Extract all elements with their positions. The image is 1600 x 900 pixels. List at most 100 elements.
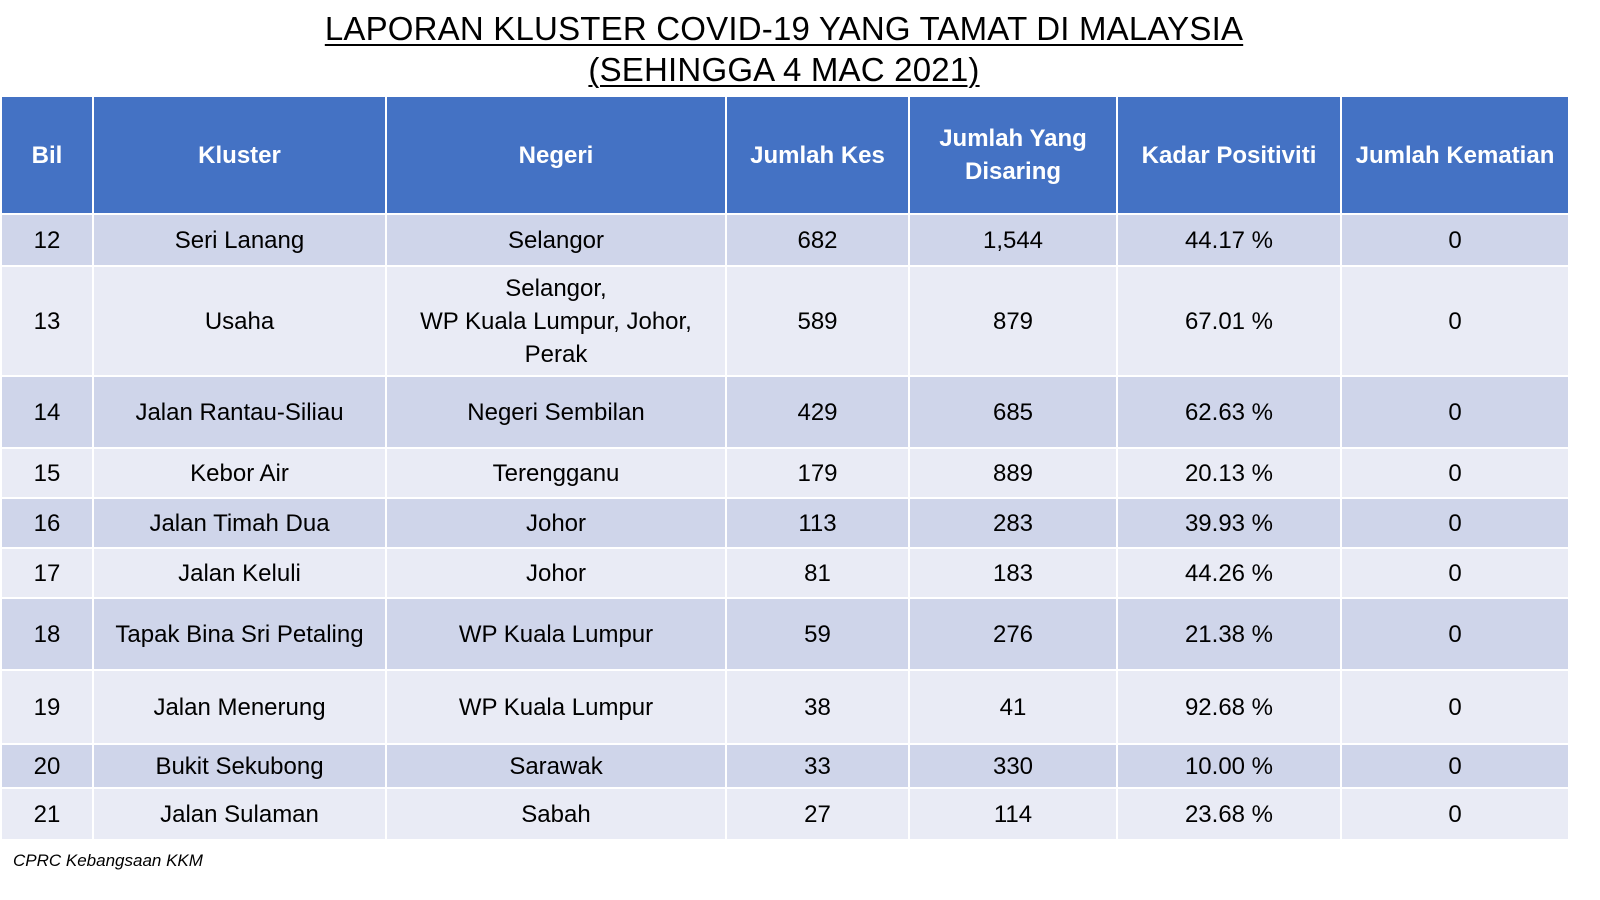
negeri-line: WP Kuala Lumpur [458, 620, 654, 648]
cell-kadar-positiviti: 23.68 % [1116, 787, 1342, 841]
header-jumlah-disaring-line2: Disaring [964, 158, 1062, 185]
cell-kluster: Jalan Sulaman [92, 787, 387, 841]
cell-jumlah-kematian: 0 [1340, 743, 1570, 789]
table-body: 12 Seri Lanang Selangor 682 1,544 44.17 % 0 13 U… [0, 213, 1570, 841]
negeri-line: Sabah [521, 800, 591, 828]
header-jumlah-disaring: Jumlah Yang Disaring [908, 95, 1118, 215]
header-kluster: Kluster [92, 95, 387, 215]
cell-jumlah-kes: 682 [725, 213, 910, 267]
header-jumlah-kematian: Jumlah Kematian [1340, 95, 1570, 215]
negeri-line: WP Kuala Lumpur, Johor, [420, 307, 692, 335]
cell-kadar-positiviti: 62.63 % [1116, 375, 1342, 449]
negeri-line: Sarawak [509, 752, 603, 780]
cell-negeri: Sarawak [385, 743, 727, 789]
cell-kluster: Kebor Air [92, 447, 387, 499]
cell-jumlah-disaring: 889 [908, 447, 1118, 499]
negeri-line: Johor [525, 559, 587, 587]
cell-jumlah-kes: 429 [725, 375, 910, 449]
cell-jumlah-kes: 27 [725, 787, 910, 841]
cell-kluster: Jalan Menerung [92, 669, 387, 745]
cell-negeri: WP Kuala Lumpur [385, 597, 727, 671]
cell-kluster: Tapak Bina Sri Petaling [92, 597, 387, 671]
negeri-line: Selangor, [505, 274, 607, 302]
header-kadar-positiviti: Kadar Positiviti [1116, 95, 1342, 215]
cell-jumlah-kematian: 0 [1340, 547, 1570, 599]
table-row: 18 Tapak Bina Sri Petaling WP Kuala Lumpur… [0, 597, 1570, 671]
cell-kluster: Usaha [92, 265, 387, 377]
cell-kadar-positiviti: 44.17 % [1116, 213, 1342, 267]
cell-jumlah-kematian: 0 [1340, 447, 1570, 499]
table-row: 16 Jalan Timah Dua Johor 113 283 39.93 % 0 [0, 497, 1570, 549]
cell-bil: 16 [0, 497, 94, 549]
cell-jumlah-kematian: 0 [1340, 787, 1570, 841]
cell-jumlah-kematian: 0 [1340, 213, 1570, 267]
cell-jumlah-kematian: 0 [1340, 597, 1570, 671]
cell-kluster: Jalan Timah Dua [92, 497, 387, 549]
cell-jumlah-kes: 589 [725, 265, 910, 377]
cell-negeri: Selangor [385, 213, 727, 267]
negeri-line: Negeri Sembilan [467, 398, 645, 426]
cell-bil: 21 [0, 787, 94, 841]
source-footer: CPRC Kebangsaan KKM [13, 851, 203, 870]
cell-kadar-positiviti: 39.93 % [1116, 497, 1342, 549]
cell-negeri: Terengganu [385, 447, 727, 499]
cell-jumlah-disaring: 330 [908, 743, 1118, 789]
cell-jumlah-kes: 33 [725, 743, 910, 789]
cell-negeri: Sabah [385, 787, 727, 841]
cell-negeri: WP Kuala Lumpur [385, 669, 727, 745]
cell-bil: 17 [0, 547, 94, 599]
cell-jumlah-disaring: 685 [908, 375, 1118, 449]
header-jumlah-kes: Jumlah Kes [725, 95, 910, 215]
table-row: 13 Usaha Selangor, WP Kuala Lumpur, Johor, P… [0, 265, 1570, 377]
cell-jumlah-kes: 113 [725, 497, 910, 549]
cell-negeri: Johor [385, 497, 727, 549]
cell-jumlah-disaring: 283 [908, 497, 1118, 549]
cell-jumlah-kematian: 0 [1340, 669, 1570, 745]
cell-negeri: Negeri Sembilan [385, 375, 727, 449]
table-row: 19 Jalan Menerung WP Kuala Lumpur 38 41 92.68… [0, 669, 1570, 745]
negeri-line: Perak [524, 340, 588, 368]
cell-bil: 15 [0, 447, 94, 499]
cell-kadar-positiviti: 67.01 % [1116, 265, 1342, 377]
header-negeri: Negeri [385, 95, 727, 215]
cell-bil: 18 [0, 597, 94, 671]
title-text-1: LAPORAN KLUSTER COVID-19 YANG TAMAT DI M… [324, 10, 1244, 47]
cell-jumlah-kes: 179 [725, 447, 910, 499]
cell-jumlah-disaring: 41 [908, 669, 1118, 745]
cell-kadar-positiviti: 21.38 % [1116, 597, 1342, 671]
cell-jumlah-disaring: 114 [908, 787, 1118, 841]
negeri-line: Terengganu [492, 459, 620, 487]
header-row: Bil Kluster Negeri Jumlah Kes Jumlah Yan… [0, 95, 1570, 215]
cell-kluster: Seri Lanang [92, 213, 387, 267]
title-text-2: (SEHINGGA 4 MAC 2021) [588, 51, 980, 88]
negeri-line: Johor [525, 509, 587, 537]
table-row: 20 Bukit Sekubong Sarawak 33 330 10.00 % 0 [0, 743, 1570, 789]
cell-jumlah-kematian: 0 [1340, 497, 1570, 549]
cell-negeri: Selangor, WP Kuala Lumpur, Johor, Perak [385, 265, 727, 377]
negeri-line: WP Kuala Lumpur [458, 693, 654, 721]
header-jumlah-disaring-line1: Jumlah Yang [939, 125, 1087, 152]
cell-kadar-positiviti: 10.00 % [1116, 743, 1342, 789]
cell-bil: 14 [0, 375, 94, 449]
table-row: 21 Jalan Sulaman Sabah 27 114 23.68 % 0 [0, 787, 1570, 841]
table-header: Bil Kluster Negeri Jumlah Kes Jumlah Yan… [0, 95, 1570, 215]
cell-jumlah-disaring: 183 [908, 547, 1118, 599]
cell-negeri: Johor [385, 547, 727, 599]
cell-bil: 13 [0, 265, 94, 377]
header-bil: Bil [0, 95, 94, 215]
cell-kluster: Jalan Keluli [92, 547, 387, 599]
page-title: LAPORAN KLUSTER COVID-19 YANG TAMAT DI M… [0, 8, 1568, 90]
cell-jumlah-kematian: 0 [1340, 375, 1570, 449]
title-line-2: (SEHINGGA 4 MAC 2021) [0, 49, 1568, 90]
table-row: 14 Jalan Rantau-Siliau Negeri Sembilan 429 6… [0, 375, 1570, 449]
cell-bil: 12 [0, 213, 94, 267]
cell-jumlah-kes: 59 [725, 597, 910, 671]
title-line-1: LAPORAN KLUSTER COVID-19 YANG TAMAT DI M… [0, 8, 1568, 49]
cell-bil: 20 [0, 743, 94, 789]
cell-jumlah-disaring: 276 [908, 597, 1118, 671]
cell-jumlah-kematian: 0 [1340, 265, 1570, 377]
cell-jumlah-kes: 81 [725, 547, 910, 599]
table-row: 17 Jalan Keluli Johor 81 183 44.26 % 0 [0, 547, 1570, 599]
cell-jumlah-kes: 38 [725, 669, 910, 745]
cell-jumlah-disaring: 879 [908, 265, 1118, 377]
